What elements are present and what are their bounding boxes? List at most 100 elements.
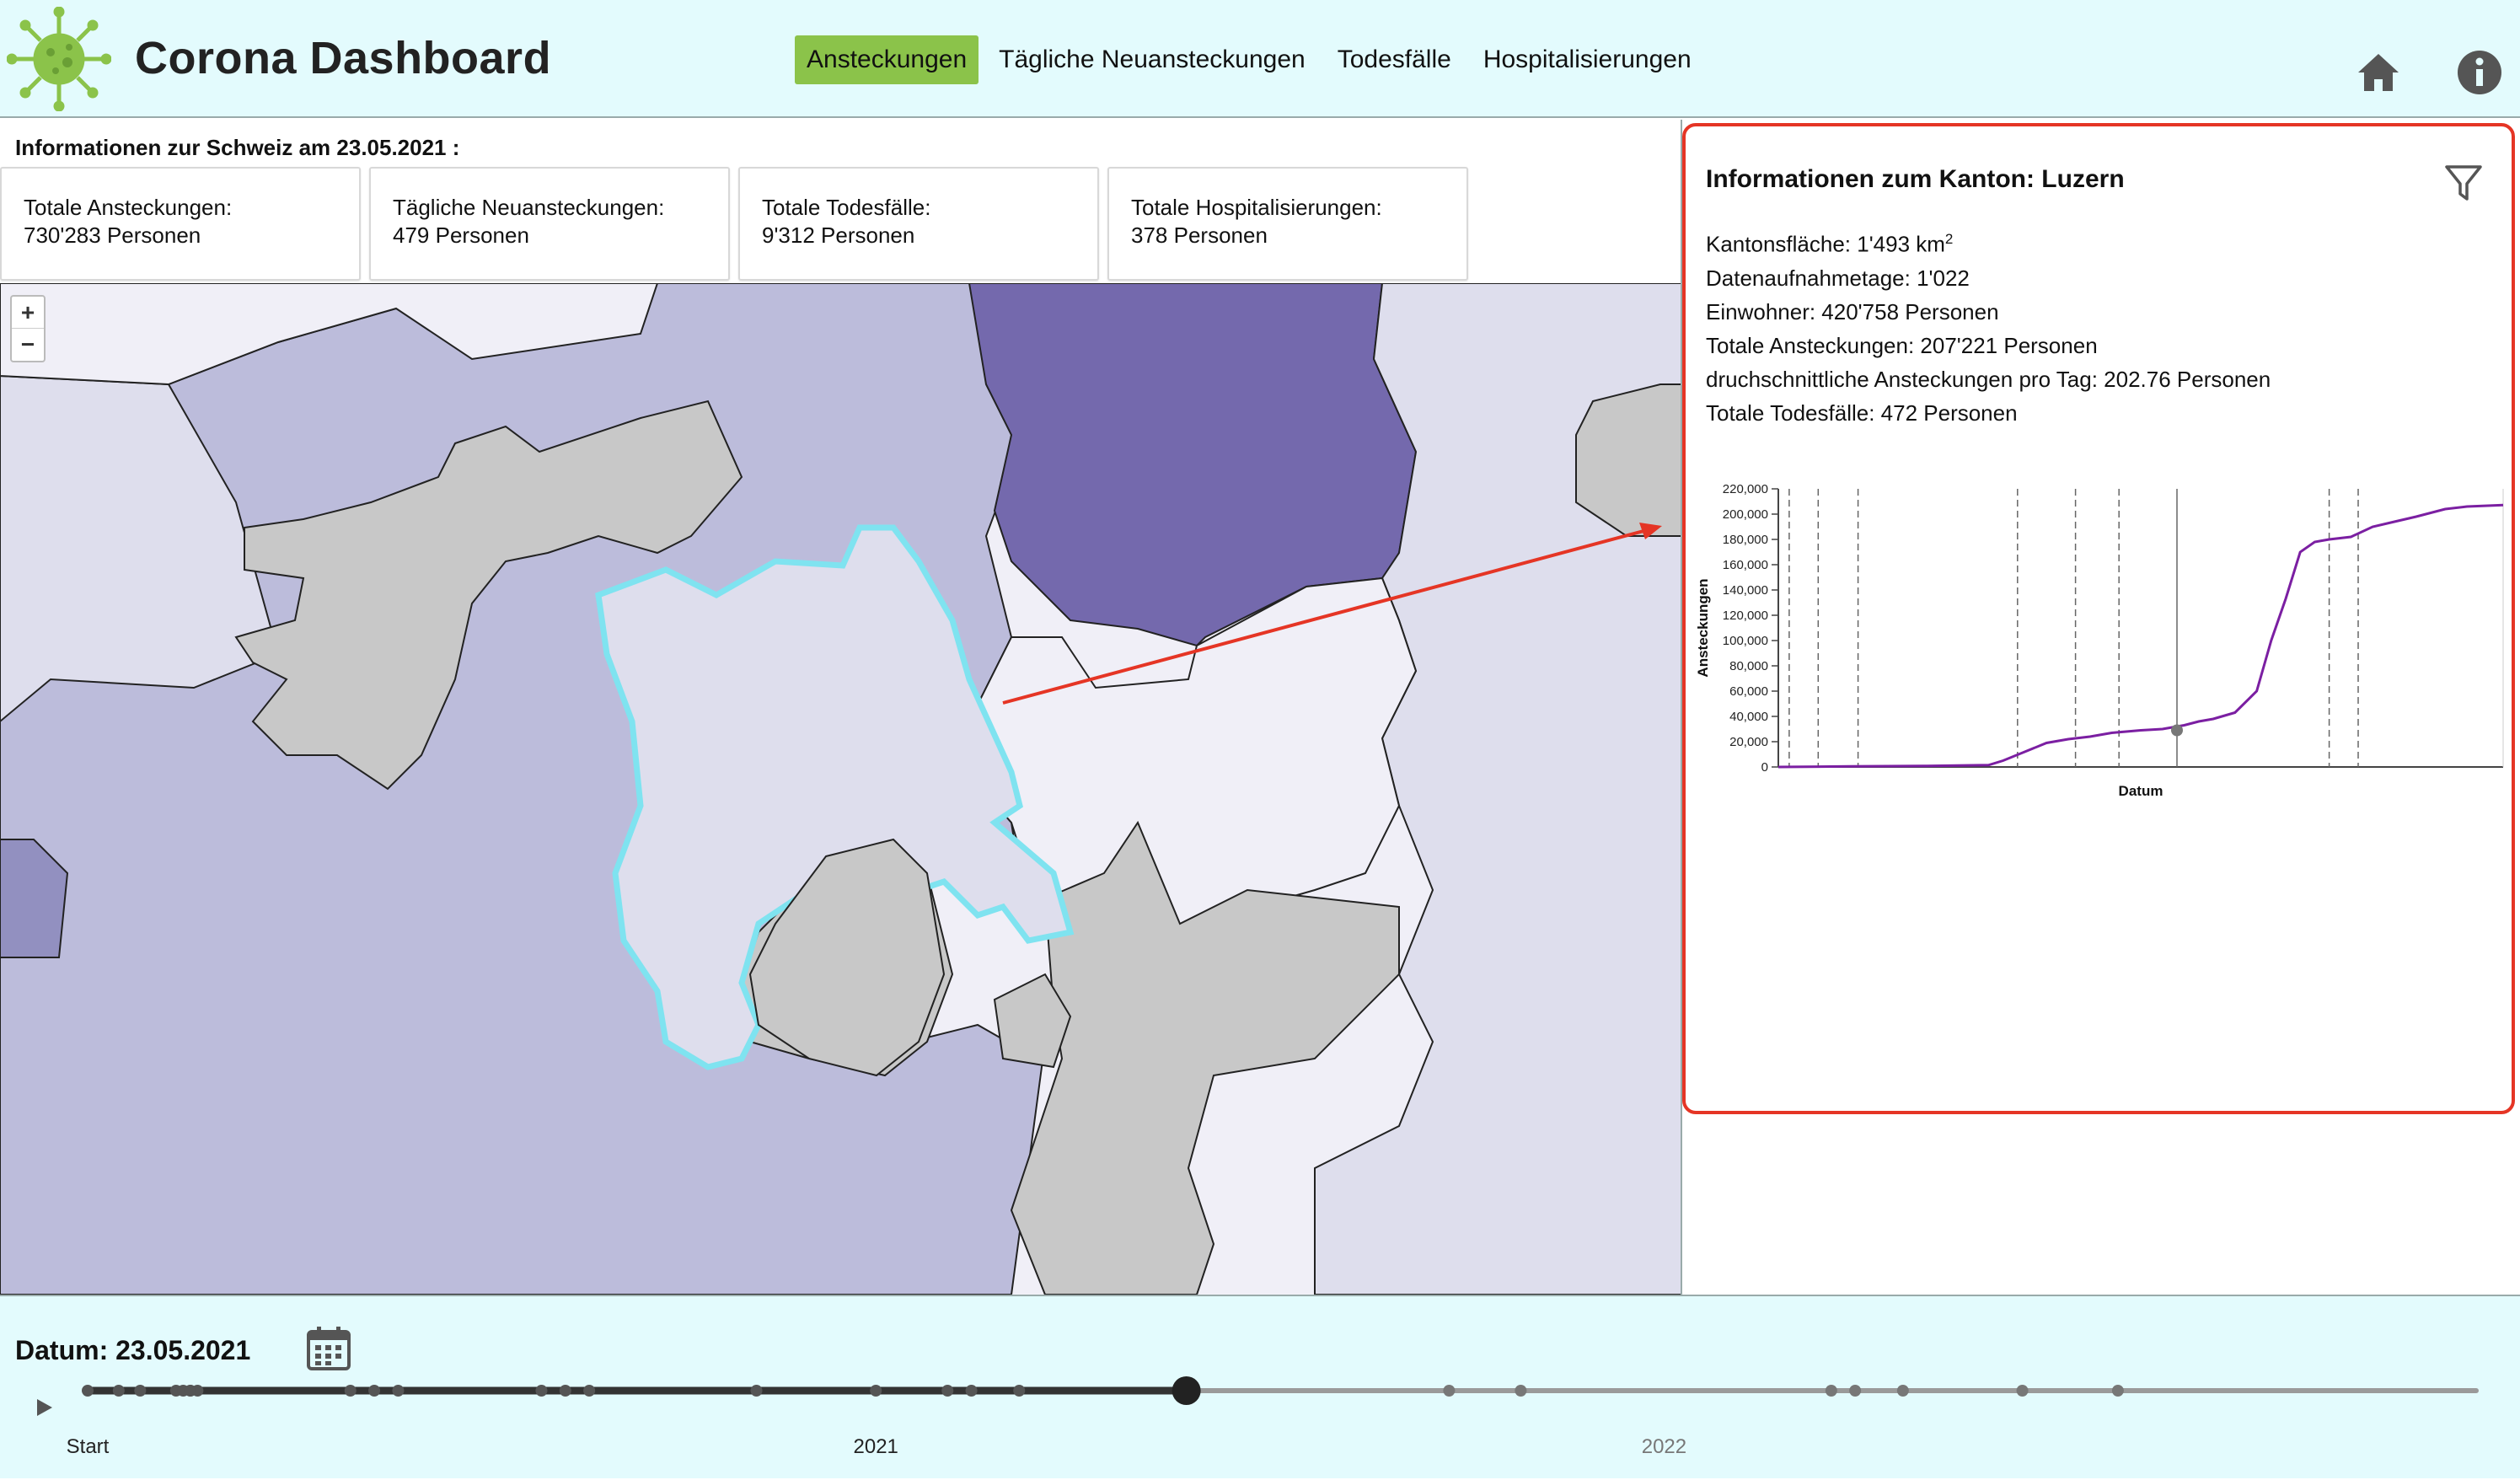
series-line [1777, 503, 2504, 769]
kanton-info-panel: Informationen zum Kanton: Luzern Kantons… [1682, 123, 2515, 1114]
y-tick-label: 80,000 [1729, 659, 1768, 673]
y-tick-label: 60,000 [1729, 684, 1768, 699]
timeline-label: 2021 [854, 1435, 898, 1458]
canton-obwalden-south [748, 838, 946, 1077]
event-dot [368, 1385, 381, 1397]
kanton-line: Totale Todesfälle: 472 Personen [1706, 399, 2018, 426]
card-totale-hospitalisierungen: Totale Hospitalisierungen: 378 Personen [1107, 167, 1468, 281]
canton-map[interactable] [0, 283, 1681, 1295]
zoom-out-button[interactable]: − [20, 331, 35, 357]
card-value: 9'312 Personen [762, 223, 915, 248]
region-east-grey [1575, 383, 1681, 537]
main-nav: Ansteckungen Tägliche Neuansteckungen To… [795, 30, 1712, 89]
card-taegliche-neuansteckungen: Tägliche Neuansteckungen: 479 Personen [369, 167, 730, 281]
play-icon[interactable] [30, 1394, 57, 1421]
kanton-line: Einwohner: 420'758 Personen [1706, 298, 1999, 324]
event-dot [965, 1385, 978, 1397]
kanton-area: Kantonsfläche: 1'493 km2 [1706, 231, 1954, 257]
region-north-west [0, 283, 659, 386]
event-dot [2016, 1385, 2029, 1397]
y-tick-label: 200,000 [1723, 507, 1768, 522]
event-dot [941, 1385, 954, 1397]
card-label: Tägliche Neuansteckungen: [393, 195, 665, 220]
event-dot [1515, 1385, 1527, 1397]
card-label: Totale Hospitalisierungen: [1131, 195, 1382, 220]
card-value: 479 Personen [393, 223, 529, 248]
tab-todesfaelle[interactable]: Todesfälle [1337, 46, 1451, 73]
y-tick-label: 160,000 [1723, 558, 1768, 572]
card-label: Totale Ansteckungen: [24, 195, 233, 220]
tab-ansteckungen[interactable]: Ansteckungen [795, 35, 979, 84]
y-tick-label: 20,000 [1729, 735, 1768, 749]
current-date-marker [2171, 724, 2183, 737]
home-icon[interactable] [2355, 49, 2402, 96]
calendar-icon[interactable] [305, 1325, 352, 1372]
canton-nidwalden [993, 973, 1072, 1069]
canton-fribourg-chip [0, 839, 69, 958]
kanton-line: Totale Ansteckungen: 207'221 Personen [1706, 332, 2098, 358]
ansteckungen-chart: 0 20,000 40,000 60,000 80,000 100,000 120,000 1… [1695, 482, 2504, 799]
card-totale-ansteckungen: Totale Ansteckungen: 730'283 Personen [0, 167, 361, 281]
event-dot [1443, 1385, 1456, 1397]
event-dot [1825, 1385, 1837, 1397]
event-dot [535, 1385, 548, 1397]
card-label: Totale Todesfälle: [762, 195, 931, 220]
app-title: Corona Dashboard [135, 33, 552, 83]
event-dot [82, 1385, 94, 1397]
event-dot [184, 1385, 196, 1397]
app-header: Corona Dashboard Ansteckungen Tägliche N… [0, 0, 2520, 118]
card-totale-todesfaelle: Totale Todesfälle: 9'312 Personen [738, 167, 1099, 281]
event-dot [750, 1385, 763, 1397]
tab-taegliche-neuansteckungen[interactable]: Tägliche Neuansteckungen [999, 46, 1306, 73]
kanton-line: Datenaufnahmetage: 1'022 [1706, 265, 1970, 291]
slider-handle [1172, 1376, 1201, 1405]
filter-icon[interactable] [2442, 162, 2485, 204]
info-icon[interactable] [2456, 49, 2503, 96]
annotation-arrow [1002, 526, 1657, 705]
y-tick-label: 120,000 [1723, 609, 1768, 623]
arrow-head [1639, 523, 1662, 539]
y-tick-label: 140,000 [1723, 583, 1768, 598]
current-date: Datum: 23.05.2021 [15, 1335, 251, 1365]
y-tick-label: 100,000 [1723, 634, 1768, 648]
card-value: 378 Personen [1131, 223, 1268, 248]
summary-cards: Totale Ansteckungen: 730'283 Personen Tä… [0, 167, 1477, 281]
kanton-title: Informationen zum Kanton: Luzern [1706, 165, 2125, 193]
map-area: Informationen zur Schweiz am 23.05.2021 … [0, 120, 1681, 1295]
y-tick-label: 40,000 [1729, 710, 1768, 724]
timeline-label: 2022 [1642, 1435, 1686, 1458]
timeline-bar: Datum: 23.05.2021 Start 2021 2022 [0, 1295, 2520, 1478]
y-axis-label: Ansteckungen [1695, 578, 1711, 677]
panel-divider [1681, 120, 1682, 1295]
event-dot [1013, 1385, 1026, 1397]
kanton-details: Kantonsfläche: 1'493 km2 Datenaufnahmeta… [1706, 223, 2271, 430]
canton-uri [1010, 820, 1400, 1295]
y-tick-label: 0 [1761, 760, 1768, 775]
y-tick-label: 220,000 [1723, 482, 1768, 496]
event-dot [134, 1385, 147, 1397]
tab-hospitalisierungen[interactable]: Hospitalisierungen [1483, 46, 1692, 73]
canton-west [0, 374, 280, 723]
event-dot [112, 1385, 125, 1397]
canton-zuerich [1314, 283, 1681, 1295]
event-dot [344, 1385, 357, 1397]
kanton-line: druchschnittliche Ansteckungen pro Tag: … [1706, 366, 2271, 392]
virus-icon [7, 7, 111, 111]
zoom-in-button[interactable]: + [12, 297, 44, 329]
card-value: 730'283 Personen [24, 223, 201, 248]
canton-solothurn [234, 399, 743, 791]
date-slider[interactable]: Start 2021 2022 [0, 1372, 2520, 1480]
event-dot [1849, 1385, 1862, 1397]
event-dot [2111, 1385, 2124, 1397]
zoom-control: + − [10, 295, 46, 362]
x-axis-label: Datum [2119, 783, 2163, 799]
event-dot [392, 1385, 405, 1397]
switzerland-info-heading: Informationen zur Schweiz am 23.05.2021 … [15, 135, 460, 160]
canton-luzern [595, 524, 1075, 1070]
y-tick-label: 180,000 [1723, 533, 1768, 547]
timeline-label: Start [67, 1435, 110, 1458]
event-dot [870, 1385, 882, 1397]
event-dot [583, 1385, 596, 1397]
event-dot [1896, 1385, 1909, 1397]
event-dot [559, 1385, 571, 1397]
